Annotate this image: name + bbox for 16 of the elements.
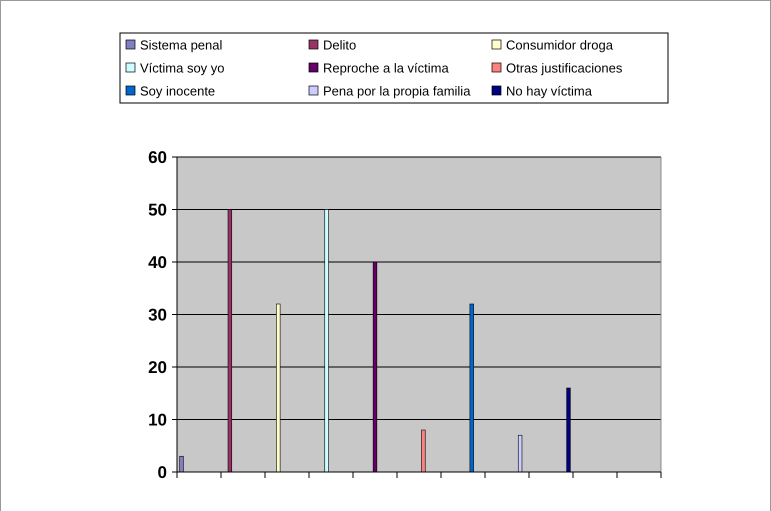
legend-label: Soy inocente xyxy=(140,84,216,99)
y-tick-label: 30 xyxy=(148,305,167,324)
legend-label: Víctima soy yo xyxy=(140,60,225,76)
legend-label: No hay víctima xyxy=(506,84,593,99)
y-tick-label: 0 xyxy=(158,462,167,482)
legend-label: Sistema penal xyxy=(140,38,222,53)
y-tick-label: 40 xyxy=(148,252,167,272)
legend-label: Consumidor droga xyxy=(506,38,614,53)
y-tick-label: 10 xyxy=(148,410,167,430)
legend-label: Reproche a la víctima xyxy=(323,60,450,76)
y-tick-label: 50 xyxy=(148,200,167,220)
y-tick-label: 60 xyxy=(148,148,167,167)
legend-label: Delito xyxy=(323,38,356,53)
y-tick-label: 20 xyxy=(148,358,167,377)
legend-label: Pena por la propia familia xyxy=(323,84,472,99)
legend-label: Otras justificaciones xyxy=(506,60,623,76)
